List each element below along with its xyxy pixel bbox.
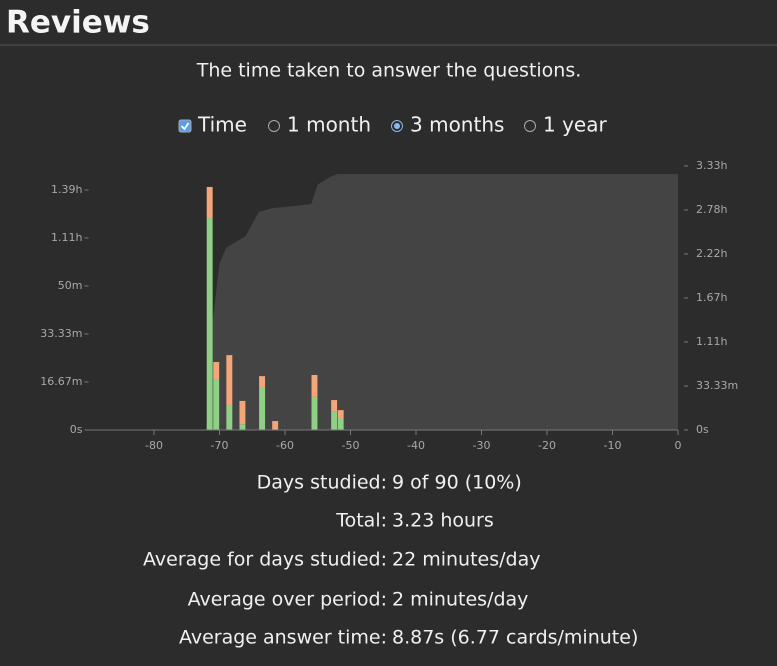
option-label[interactable]: 1 month [287, 113, 371, 137]
x-tick-label: -40 [407, 439, 425, 452]
x-tick-label: -10 [604, 439, 622, 452]
stat-value: 3.23 hours [392, 510, 494, 532]
bar-segment [239, 400, 246, 425]
y2-tick-label: 3.33h [696, 159, 727, 172]
x-tick-label: 0 [675, 439, 682, 452]
stat-label: Days studied: [257, 472, 387, 494]
y-tick-label: 1.11h [51, 231, 82, 244]
option-label[interactable]: 3 months [410, 113, 504, 137]
y2-tick-label: 2.22h [696, 247, 727, 260]
option-label[interactable]: 1 year [543, 113, 607, 137]
stat-label: Average answer time: [179, 627, 387, 649]
x-tick-label: -70 [211, 439, 229, 452]
bar-segment [337, 418, 344, 430]
y-tick-label: 16.67m [40, 375, 82, 388]
stat-label: Total: [335, 510, 387, 532]
x-tick-label: -60 [276, 439, 294, 452]
bar-segment [311, 396, 318, 430]
checkbox[interactable] [178, 119, 192, 133]
bar-segment [272, 421, 279, 430]
stat-label: Average for days studied: [143, 549, 387, 571]
y2-tick-label: 0s [696, 423, 709, 436]
bar-segment [259, 376, 266, 388]
stat-value: 22 minutes/day [392, 549, 540, 571]
description: The time taken to answer the questions. [196, 60, 582, 82]
y2-tick-label: 33.33m [696, 379, 738, 392]
y2-tick-label: 2.78h [696, 203, 727, 216]
radio-button[interactable] [268, 120, 280, 132]
bar-segment [206, 218, 213, 430]
bar-segment [213, 362, 220, 380]
cumulative-area [206, 174, 678, 430]
y-tick-label: 0s [70, 423, 83, 436]
y-tick-label: 50m [58, 279, 83, 292]
option-label[interactable]: Time [197, 113, 247, 137]
bar-segment [337, 410, 344, 419]
y2-tick-label: 1.11h [696, 335, 727, 348]
bar-segment [226, 404, 233, 430]
check-mark [180, 122, 190, 131]
stat-value: 9 of 90 (10%) [392, 472, 522, 494]
bar-segment [206, 186, 213, 219]
section-title: Reviews [6, 5, 150, 41]
radio-button[interactable] [391, 120, 403, 132]
x-tick-label: -80 [145, 439, 163, 452]
stat-label: Average over period: [188, 589, 387, 611]
bar-segment [239, 424, 246, 430]
stat-value: 2 minutes/day [392, 589, 528, 611]
bar-segment [331, 400, 338, 412]
bar-segment [259, 387, 266, 430]
x-tick-label: -20 [538, 439, 556, 452]
radio-button[interactable] [524, 120, 536, 132]
radio-dot [394, 123, 400, 129]
y2-tick-label: 1.67h [696, 291, 727, 304]
bar-segment [311, 374, 318, 397]
bar-segment [226, 355, 233, 405]
bar-segment [331, 411, 338, 430]
bar-segment [213, 379, 220, 430]
y-tick-label: 33.33m [40, 327, 82, 340]
stat-value: 8.87s (6.77 cards/minute) [392, 627, 638, 649]
x-tick-label: -30 [473, 439, 491, 452]
y-tick-label: 1.39h [51, 183, 82, 196]
x-tick-label: -50 [342, 439, 360, 452]
